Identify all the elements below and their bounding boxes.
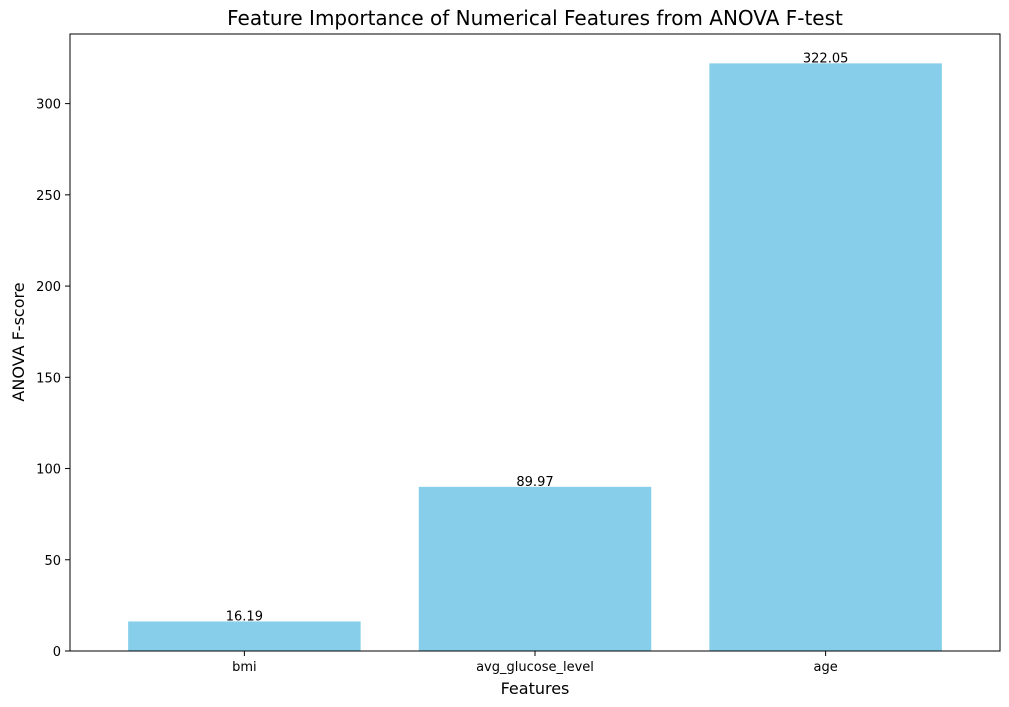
x-axis: bmi avg_glucose_level age	[232, 651, 838, 675]
bar-bmi	[128, 621, 361, 651]
data-label-avg-glucose-level: 89.97	[516, 475, 553, 490]
y-tick-label: 150	[36, 371, 61, 386]
x-tick-label: avg_glucose_level	[476, 660, 594, 675]
chart-title: Feature Importance of Numerical Features…	[227, 6, 843, 30]
x-tick-label: age	[814, 660, 838, 675]
plot-frame	[69, 33, 1001, 652]
y-tick-label: 300	[36, 98, 61, 113]
y-tick-label: 100	[36, 463, 61, 478]
y-tick-label: 250	[36, 189, 61, 204]
y-tick-label: 50	[44, 554, 61, 569]
y-axis: 0 50 100 150 200 250 300	[36, 98, 70, 660]
x-tick-label: bmi	[232, 660, 257, 675]
y-axis-label: ANOVA F-score	[9, 282, 28, 401]
y-tick-label: 0	[53, 645, 61, 660]
x-axis-label: Features	[501, 679, 570, 698]
data-labels-layer: 16.19 89.97 322.05	[226, 51, 849, 624]
bar-age	[709, 63, 942, 651]
bar-avg-glucose-level	[418, 486, 652, 651]
data-label-bmi: 16.19	[226, 609, 263, 624]
data-label-age: 322.05	[803, 51, 849, 66]
bars-layer	[128, 63, 942, 651]
y-tick-label: 200	[36, 280, 61, 295]
